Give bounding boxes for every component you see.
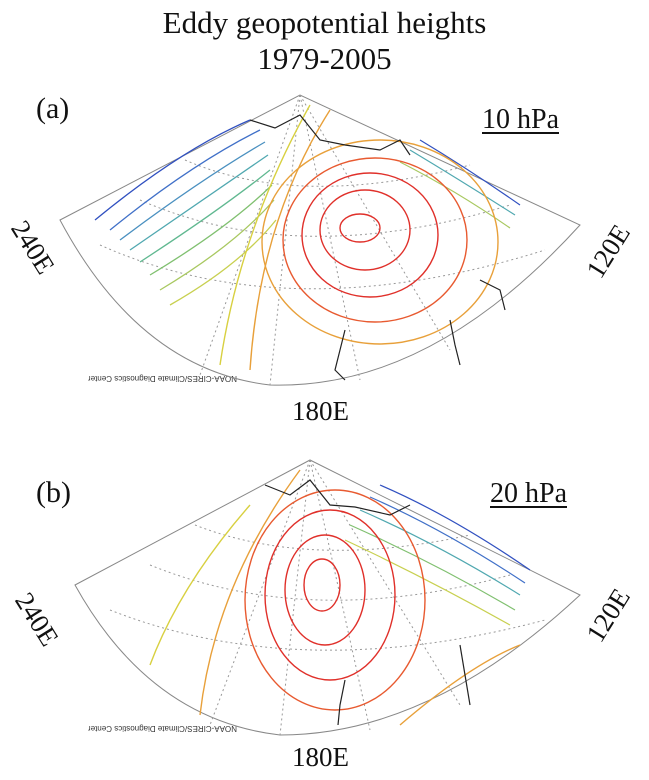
panel-b-high-contours bbox=[149, 469, 521, 726]
panel-b-frame bbox=[74, 459, 581, 736]
panel-a-level: 10 hPa bbox=[482, 104, 559, 135]
panel-a-letter: (a) bbox=[36, 92, 70, 125]
panel-b-letter: (b) bbox=[36, 476, 71, 509]
panel-a-coastline bbox=[249, 114, 506, 381]
panel-a-high-contours bbox=[219, 104, 499, 371]
panel-b-level: 20 hPa bbox=[490, 478, 567, 509]
panel-a-ne-contours bbox=[399, 139, 521, 229]
figure-title: Eddy geopotential heights bbox=[162, 5, 487, 40]
panel-b-coastline bbox=[264, 479, 471, 726]
panel-b-lon-bottom: 180E bbox=[292, 742, 349, 772]
panel-a-frame bbox=[59, 94, 581, 386]
panel-a-graticule bbox=[99, 94, 546, 386]
panel-a-lon-bottom: 180E bbox=[292, 396, 349, 426]
figure-period: 1979-2005 bbox=[257, 41, 392, 76]
panel-a-negative-contours bbox=[94, 119, 277, 306]
panel-a-map bbox=[59, 94, 581, 386]
panel-b-ne-contours bbox=[344, 484, 531, 626]
panel-b-map bbox=[74, 459, 581, 736]
